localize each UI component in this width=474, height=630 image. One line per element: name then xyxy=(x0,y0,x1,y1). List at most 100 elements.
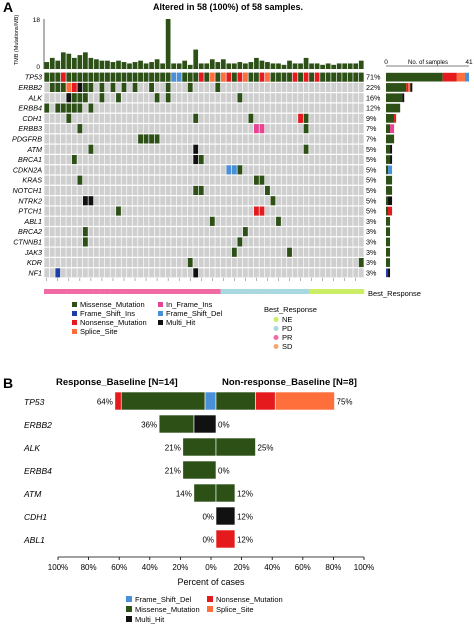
tmb-bar xyxy=(243,63,248,69)
best-response-cell xyxy=(303,289,310,294)
oncoplot-empty-cell xyxy=(353,185,359,195)
oncoplot-empty-cell xyxy=(353,175,359,185)
gene-label: CDKN2A xyxy=(13,165,42,174)
oncoplot-empty-cell xyxy=(121,237,127,247)
oncoplot-empty-cell xyxy=(265,113,270,123)
side-count-bar xyxy=(386,144,391,154)
oncoplot-empty-cell xyxy=(99,134,105,144)
oncoplot-empty-cell xyxy=(242,258,248,268)
gene-percent: 5% xyxy=(366,207,377,216)
oncoplot-empty-cell xyxy=(358,144,364,154)
oncoplot-empty-cell xyxy=(353,113,359,123)
oncoplot-empty-cell xyxy=(193,196,199,206)
oncoplot-mutation-cell xyxy=(237,93,243,103)
oncoplot-empty-cell xyxy=(132,144,138,154)
oncoplot-empty-cell xyxy=(259,93,265,103)
oncoplot-empty-cell xyxy=(265,103,270,113)
oncoplot-empty-cell xyxy=(105,155,110,165)
oncoplot-empty-cell xyxy=(242,268,248,278)
oncoplot-mutation-cell xyxy=(303,124,309,134)
oncoplot-empty-cell xyxy=(94,93,99,103)
oncoplot-empty-cell xyxy=(154,237,160,247)
oncoplot-empty-cell xyxy=(254,237,259,247)
oncoplot-empty-cell xyxy=(154,82,160,92)
oncoplot-mutation-cell xyxy=(60,103,66,113)
oncoplot-empty-cell xyxy=(55,144,61,154)
oncoplot-empty-cell xyxy=(149,206,154,216)
oncoplot-empty-cell xyxy=(116,258,121,268)
oncoplot-mutation-cell xyxy=(165,82,171,92)
side-axis-label: No. of samples xyxy=(408,60,448,66)
oncoplot-empty-cell xyxy=(303,206,309,216)
oncoplot-empty-cell xyxy=(94,247,99,257)
oncoplot-empty-cell xyxy=(204,216,210,226)
oncoplot-empty-cell xyxy=(77,216,83,226)
oncoplot-mutation-cell xyxy=(231,72,237,82)
oncoplot-empty-cell xyxy=(287,237,292,247)
oncoplot-empty-cell xyxy=(287,155,292,165)
oncoplot-empty-cell xyxy=(187,93,193,103)
legend-label: Multi_Hit xyxy=(166,318,196,327)
oncoplot-empty-cell xyxy=(331,268,337,278)
oncoplot-empty-cell xyxy=(242,216,248,226)
oncoplot-empty-cell xyxy=(88,165,94,175)
oncoplot-empty-cell xyxy=(220,93,226,103)
oncoplot-empty-cell xyxy=(226,93,232,103)
oncoplot-empty-cell xyxy=(342,185,348,195)
oncoplot-empty-cell xyxy=(143,206,149,216)
oncoplot-empty-cell xyxy=(171,216,177,226)
oncoplot-empty-cell xyxy=(88,206,94,216)
oncoplot-empty-cell xyxy=(226,247,232,257)
oncoplot-mutation-cell xyxy=(55,103,61,113)
oncoplot-empty-cell xyxy=(298,134,303,144)
oncoplot-empty-cell xyxy=(303,165,309,175)
oncoplot-empty-cell xyxy=(182,185,188,195)
best-response-cell xyxy=(270,289,276,294)
best-response-cell xyxy=(44,289,50,294)
oncoplot-empty-cell xyxy=(193,93,199,103)
oncoplot-empty-cell xyxy=(110,175,116,185)
oncoplot-empty-cell xyxy=(127,103,132,113)
oncoplot-empty-cell xyxy=(298,185,303,195)
side-count-bar xyxy=(386,227,391,236)
oncoplot-empty-cell xyxy=(49,113,55,123)
oncoplot-empty-cell xyxy=(292,185,298,195)
oncoplot-empty-cell xyxy=(309,247,314,257)
bar-left-segment xyxy=(193,483,217,503)
oncoplot-empty-cell xyxy=(49,144,55,154)
oncoplot-empty-cell xyxy=(116,124,121,134)
oncoplot-empty-cell xyxy=(171,113,177,123)
oncoplot-empty-cell xyxy=(336,216,342,226)
oncoplot-empty-cell xyxy=(105,113,110,123)
oncoplot-empty-cell xyxy=(171,258,177,268)
oncoplot-empty-cell xyxy=(209,165,215,175)
oncoplot-empty-cell xyxy=(182,155,188,165)
oncoplot-empty-cell xyxy=(248,175,254,185)
oncoplot-empty-cell xyxy=(281,206,287,216)
legend-response-label: NE xyxy=(282,315,292,324)
oncoplot-mutation-cell xyxy=(198,185,204,195)
best-response-cell xyxy=(154,289,161,294)
oncoplot-empty-cell xyxy=(49,268,55,278)
best-response-cell xyxy=(159,289,166,294)
oncoplot-empty-cell xyxy=(44,175,50,185)
oncoplot-empty-cell xyxy=(342,216,348,226)
oncoplot-empty-cell xyxy=(121,165,127,175)
oncoplot-empty-cell xyxy=(265,258,270,268)
oncoplot-empty-cell xyxy=(110,227,116,237)
oncoplot-empty-cell xyxy=(198,175,204,185)
oncoplot-empty-cell xyxy=(314,258,320,268)
oncoplot-empty-cell xyxy=(44,247,50,257)
best-response-cell xyxy=(358,289,365,294)
oncoplot-empty-cell xyxy=(132,165,138,175)
oncoplot-empty-cell xyxy=(292,103,298,113)
oncoplot-empty-cell xyxy=(154,196,160,206)
oncoplot-empty-cell xyxy=(121,268,127,278)
oncoplot-empty-cell xyxy=(325,196,331,206)
best-response-cell xyxy=(204,289,210,294)
oncoplot-empty-cell xyxy=(204,144,210,154)
oncoplot-empty-cell xyxy=(165,165,171,175)
oncoplot-empty-cell xyxy=(325,82,331,92)
oncoplot-empty-cell xyxy=(254,103,259,113)
